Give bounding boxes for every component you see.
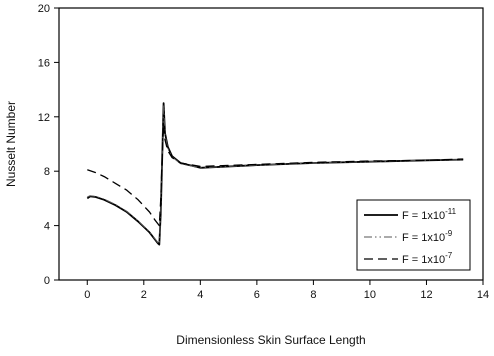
y-tick-label: 0 [44, 275, 50, 287]
x-tick-label: 2 [141, 289, 147, 301]
x-tick-label: 14 [477, 289, 489, 301]
x-tick-label: 4 [197, 289, 203, 301]
x-tick-label: 8 [310, 289, 316, 301]
series-line-2 [87, 105, 464, 245]
legend-box [356, 199, 471, 271]
x-tick-label: 6 [254, 289, 260, 301]
legend-label-3: F = 1x10-7 [402, 251, 453, 266]
legend: F = 1x10-11 F = 1x10-9 F = 1x10-7 [356, 199, 471, 271]
legend-label-1: F = 1x10-11 [402, 207, 457, 222]
series-layer [86, 102, 464, 246]
plot-frame [58, 7, 484, 281]
y-tick-label: 20 [38, 3, 50, 15]
x-tick-label: 10 [364, 289, 376, 301]
x-tick-label: 0 [84, 289, 90, 301]
y-tick-label: 8 [44, 166, 50, 178]
legend-label-2: F = 1x10-9 [402, 229, 453, 244]
ticks-layer: 0 2 4 6 8 10 12 14 0 4 8 12 16 20 [38, 3, 489, 301]
y-tick-label: 4 [44, 221, 50, 233]
x-axis-title: Dimensionless Skin Surface Length [176, 333, 365, 347]
y-tick-label: 16 [38, 57, 50, 69]
y-axis-title: Nusselt Number [4, 101, 18, 187]
y-tick-label: 12 [38, 112, 50, 124]
x-tick-label: 12 [420, 289, 432, 301]
legend-items: F = 1x10-11 F = 1x10-9 F = 1x10-7 [364, 207, 457, 266]
